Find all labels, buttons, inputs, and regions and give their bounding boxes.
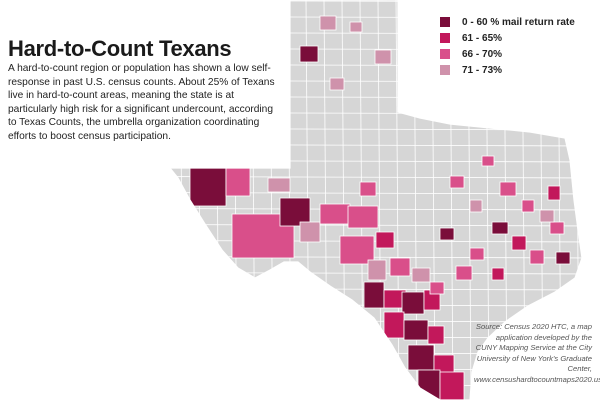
county-shaded	[427, 325, 445, 345]
county-shaded	[347, 205, 379, 229]
county-shaded	[267, 177, 291, 193]
county-shaded	[349, 21, 363, 33]
source-note: Source: Census 2020 HTC, a map applicati…	[474, 322, 600, 384]
county-shaded	[374, 49, 392, 65]
county-shaded	[409, 59, 427, 71]
legend-item: 66 - 70%	[440, 46, 575, 62]
county-shaded	[529, 249, 545, 265]
legend-item: 71 - 73%	[440, 62, 575, 78]
county-shaded	[511, 235, 527, 251]
legend-label: 71 - 73%	[462, 64, 503, 76]
county-shaded	[417, 369, 441, 400]
county-border	[0, 0, 3, 400]
legend-swatch-0	[440, 17, 450, 27]
map-description: A hard-to-count region or population has…	[8, 63, 275, 142]
county-shaded	[299, 45, 319, 63]
county-shaded	[319, 203, 351, 225]
county-border	[170, 127, 582, 131]
county-shaded	[455, 265, 473, 281]
county-shaded	[491, 267, 505, 281]
county-shaded	[403, 319, 429, 341]
county-shaded	[521, 199, 535, 213]
county-border	[170, 255, 582, 259]
legend-swatch-3	[440, 65, 450, 75]
county-shaded	[439, 371, 465, 400]
county-border	[594, 0, 597, 400]
map-title: Hard-to-Count Texans	[8, 36, 232, 61]
county-shaded	[549, 221, 565, 235]
county-shaded	[329, 77, 345, 91]
county-shaded	[555, 251, 571, 265]
county-shaded	[469, 199, 483, 213]
county-shaded	[359, 181, 377, 197]
legend-label: 0 - 60 % mail return rate	[462, 16, 575, 28]
county-shaded	[439, 227, 455, 241]
legend-swatch-1	[440, 33, 450, 43]
legend-label: 61 - 65%	[462, 32, 503, 44]
legend-item: 61 - 65%	[440, 30, 575, 46]
legend-swatch-2	[440, 49, 450, 59]
county-border	[170, 175, 582, 179]
legend: 0 - 60 % mail return rate 61 - 65% 66 - …	[440, 14, 575, 78]
county-shaded	[339, 235, 375, 265]
county-shaded	[367, 259, 387, 281]
county-shaded	[383, 311, 405, 339]
county-shaded	[401, 291, 425, 315]
county-shaded	[399, 95, 415, 107]
county-border	[170, 143, 582, 147]
county-shaded	[279, 197, 311, 227]
county-shaded	[499, 181, 517, 197]
county-shaded	[389, 257, 411, 277]
county-shaded	[225, 165, 251, 197]
county-shaded	[363, 281, 385, 309]
county-shaded	[411, 267, 431, 283]
county-shaded	[429, 281, 445, 295]
county-shaded	[547, 185, 561, 201]
county-shaded	[539, 209, 555, 223]
county-shaded	[469, 247, 485, 261]
legend-item: 0 - 60 % mail return rate	[440, 14, 575, 30]
legend-label: 66 - 70%	[462, 48, 503, 60]
county-shaded	[491, 221, 509, 235]
county-shaded	[299, 221, 321, 243]
county-shaded	[319, 15, 337, 31]
county-shaded	[481, 155, 495, 167]
county-border	[170, 159, 582, 163]
county-shaded	[375, 231, 395, 249]
county-shaded	[449, 175, 465, 189]
county-shaded	[407, 344, 435, 371]
